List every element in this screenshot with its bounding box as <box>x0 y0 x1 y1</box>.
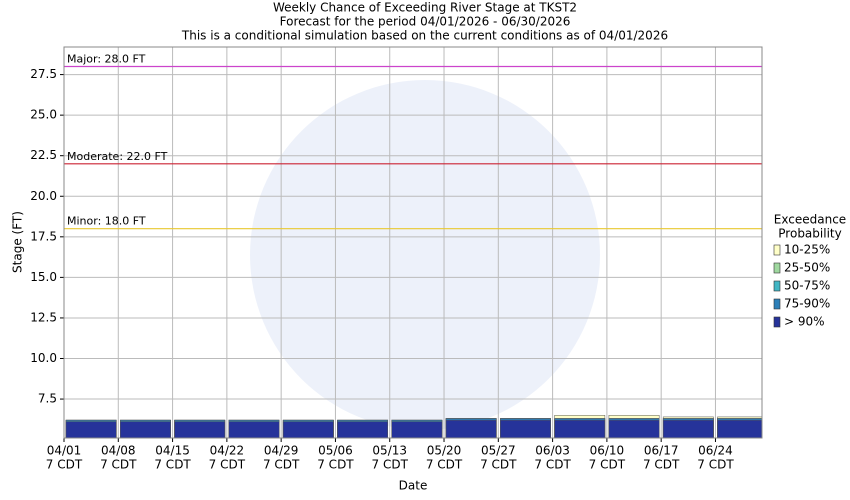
legend-title: Probability <box>778 227 841 241</box>
bar <box>120 421 171 439</box>
x-tick-label: 06/24 <box>698 444 733 458</box>
legend-label: 50-75% <box>784 279 830 293</box>
bar <box>228 421 280 439</box>
bar <box>174 421 226 439</box>
legend-swatch <box>773 280 781 292</box>
bar <box>717 419 763 439</box>
x-axis-label: Date <box>399 479 428 493</box>
bar <box>554 419 606 439</box>
threshold-label: Minor: 18.0 FT <box>67 215 146 228</box>
x-tick-label: 05/06 <box>318 444 353 458</box>
y-tick-label: 22.5 <box>30 148 57 162</box>
plot-frame <box>63 46 763 439</box>
bar <box>445 419 497 439</box>
bar <box>500 419 551 439</box>
x-tick-sublabel: 7 CDT <box>209 458 246 472</box>
legend-swatch <box>773 298 781 310</box>
x-tick-label: 06/03 <box>535 444 570 458</box>
x-tick-sublabel: 7 CDT <box>154 458 191 472</box>
bar <box>391 421 443 439</box>
x-tick-sublabel: 7 CDT <box>372 458 409 472</box>
x-tick-label: 04/29 <box>264 444 299 458</box>
bar <box>282 421 334 439</box>
x-tick-sublabel: 7 CDT <box>480 458 517 472</box>
chart-note: This is a conditional simulation based o… <box>181 29 668 43</box>
x-tick-sublabel: 7 CDT <box>426 458 463 472</box>
x-tick-label: 05/13 <box>372 444 407 458</box>
x-tick-sublabel: 7 CDT <box>263 458 300 472</box>
x-tick-sublabel: 7 CDT <box>697 458 734 472</box>
threshold-label: Moderate: 22.0 FT <box>67 150 168 163</box>
y-tick-label: 10.0 <box>30 351 57 365</box>
bar <box>65 421 117 439</box>
bar <box>608 419 660 439</box>
y-tick-label: 17.5 <box>30 229 57 243</box>
chart-title: Weekly Chance of Exceeding River Stage a… <box>273 1 577 15</box>
x-tick-sublabel: 7 CDT <box>589 458 626 472</box>
legend-label: 10-25% <box>784 243 830 257</box>
x-tick-sublabel: 7 CDT <box>534 458 571 472</box>
legend-swatch <box>773 262 781 274</box>
y-tick-label: 7.5 <box>38 392 57 406</box>
x-tick-sublabel: 7 CDT <box>643 458 680 472</box>
legend-title: Exceedance <box>774 213 846 227</box>
x-tick-label: 04/01 <box>47 444 82 458</box>
x-tick-label: 04/22 <box>210 444 245 458</box>
legend-label: > 90% <box>784 315 825 329</box>
chart-subtitle: Forecast for the period 04/01/2026 - 06/… <box>280 15 571 29</box>
x-tick-label: 04/15 <box>155 444 190 458</box>
x-tick-label: 05/27 <box>481 444 516 458</box>
x-tick-label: 06/10 <box>590 444 625 458</box>
y-tick-label: 20.0 <box>30 189 57 203</box>
threshold-label: Major: 28.0 FT <box>67 52 146 65</box>
x-tick-label: 06/17 <box>644 444 679 458</box>
bar <box>337 421 388 439</box>
y-tick-label: 12.5 <box>30 310 57 324</box>
x-tick-label: 05/20 <box>427 444 462 458</box>
bar <box>662 419 714 439</box>
x-tick-sublabel: 7 CDT <box>317 458 354 472</box>
y-axis-label: Stage (FT) <box>11 211 25 273</box>
y-tick-label: 27.5 <box>30 67 57 81</box>
legend-label: 75-90% <box>784 297 830 311</box>
x-tick-label: 04/08 <box>101 444 136 458</box>
legend-swatch <box>773 244 781 256</box>
y-tick-label: 25.0 <box>30 108 57 122</box>
watermark <box>250 80 600 430</box>
legend-swatch <box>773 316 781 328</box>
x-tick-sublabel: 7 CDT <box>100 458 137 472</box>
y-tick-label: 15.0 <box>30 270 57 284</box>
legend-label: 25-50% <box>784 261 830 275</box>
x-tick-sublabel: 7 CDT <box>46 458 83 472</box>
